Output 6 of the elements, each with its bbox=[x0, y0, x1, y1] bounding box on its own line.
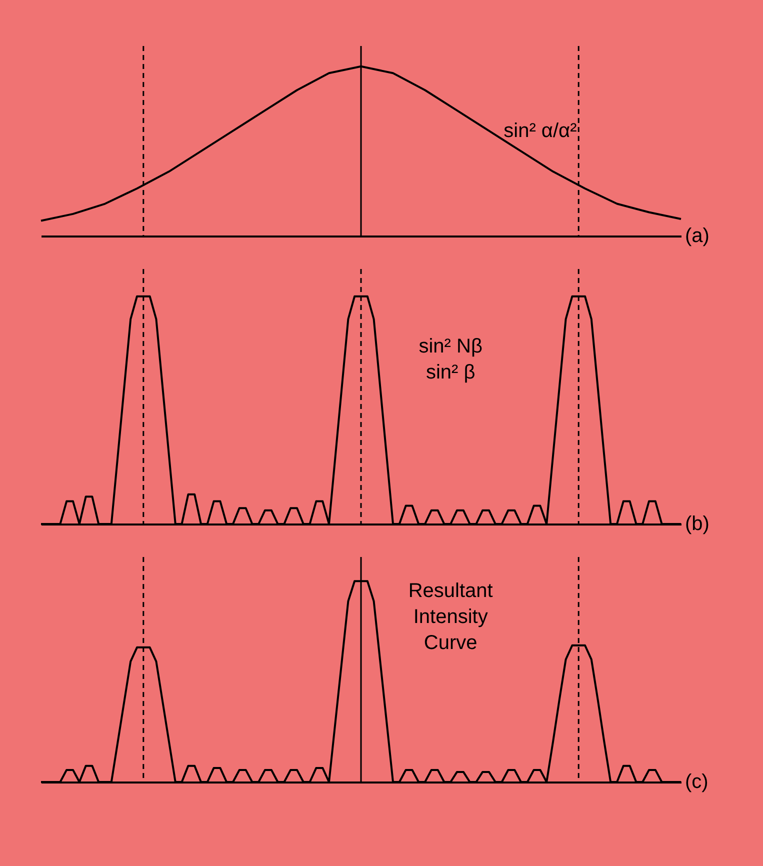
annotation: sin² α/α² bbox=[504, 120, 578, 142]
text: (b) bbox=[685, 513, 710, 535]
text: (c) bbox=[685, 771, 708, 793]
annotation: sin² Nβ sin² β bbox=[418, 335, 482, 384]
annotation: Resultant Intensity Curve bbox=[408, 580, 494, 654]
text: (a) bbox=[685, 225, 710, 247]
